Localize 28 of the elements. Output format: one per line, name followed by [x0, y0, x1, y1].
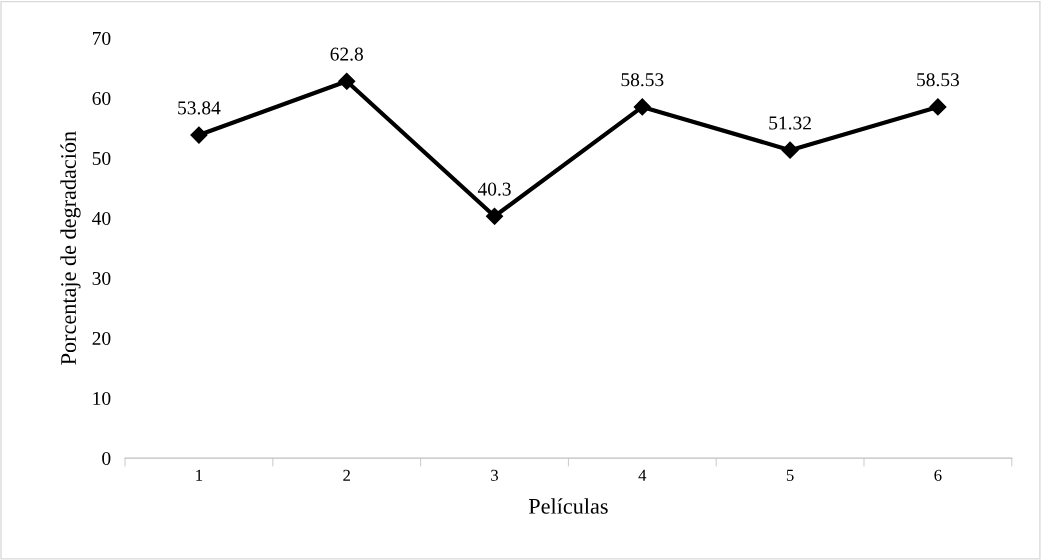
- data-label: 40.3: [477, 182, 511, 196]
- y-tick-label: 0: [102, 451, 111, 466]
- y-tick-label: 40: [92, 211, 111, 226]
- point: [929, 98, 947, 116]
- y-tick-label: 50: [92, 151, 111, 166]
- point: [190, 126, 208, 144]
- y-tick-label: 70: [92, 31, 111, 46]
- data-label: 62.8: [330, 47, 363, 61]
- x-axis-title: Películas: [528, 498, 608, 514]
- y-tick-label: 30: [92, 271, 111, 286]
- point: [781, 141, 799, 159]
- point: [633, 98, 651, 116]
- x-tick-label: 4: [638, 469, 647, 481]
- x-tick-label: 6: [934, 469, 942, 481]
- y-tick-label: 60: [92, 91, 111, 106]
- data-label: 51.32: [769, 116, 811, 130]
- x-tick-label: 1: [196, 469, 203, 481]
- data-label: 53.84: [178, 101, 221, 115]
- data-label: 58.53: [917, 73, 959, 87]
- point: [485, 207, 504, 225]
- y-tick-label: 20: [92, 331, 111, 346]
- x-tick-label: 3: [491, 469, 499, 481]
- point: [338, 72, 356, 90]
- y-axis-title: Porcentaje de degradación: [60, 131, 81, 365]
- data-label: 58.53: [621, 73, 664, 87]
- x-tick-label: 2: [343, 469, 350, 481]
- x-tick-label: 5: [786, 469, 794, 481]
- y-tick-label: 10: [93, 391, 111, 406]
